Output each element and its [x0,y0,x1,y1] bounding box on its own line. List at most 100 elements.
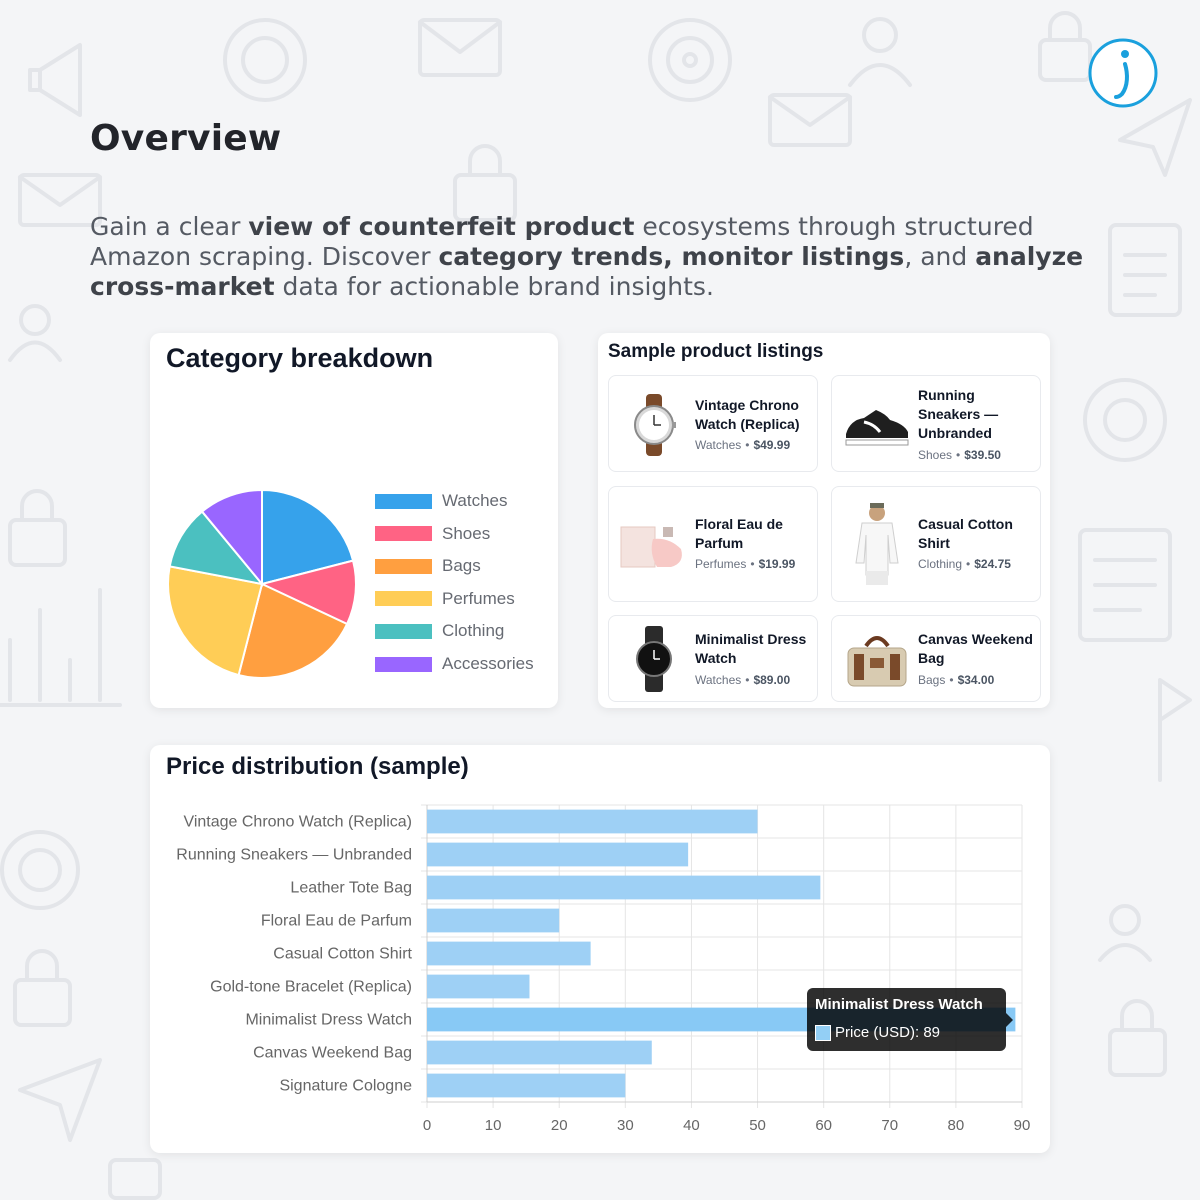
legend-swatch [375,591,432,607]
product-name: Minimalist Dress Watch [695,631,807,666]
bar-chart: 0 10 20 30 40 50 60 70 80 90 Vintage Chrono Watch … [176,804,1031,1134]
y-tick-label: Running Sneakers — Unbranded [176,847,412,864]
product-meta: Watches • $49.99 [695,438,791,452]
sneaker-icon [845,410,909,446]
bar[interactable] [427,809,758,834]
lock-icon [1108,999,1167,1077]
product-price: $39.50 [964,448,1001,462]
envelope-icon [18,173,102,227]
legend-label: Accessories [442,654,534,673]
legend-item[interactable]: Watches [375,491,508,511]
x-tick-label: 70 [881,1117,898,1134]
bar[interactable] [427,974,530,999]
lock-icon [108,1158,162,1200]
lock-icon [8,489,67,567]
product-name: Running Sneakers — Unbranded [918,387,999,441]
x-tick-label: 0 [423,1117,431,1134]
product-name: Floral Eau de Parfum [695,516,783,551]
product-meta: Clothing • $24.75 [918,557,1011,571]
product-card[interactable]: Canvas Weekend Bag Bags • $34.00 [831,615,1041,702]
product-category: Bags [918,673,946,687]
legend-label: Bags [442,556,481,576]
tooltip-title: Minimalist Dress Watch [815,996,983,1013]
perfume-icon [620,526,682,568]
user-icon [848,17,912,87]
legend-swatch [375,656,432,672]
pie-slice-bags[interactable] [237,582,349,679]
legend-item[interactable]: Clothing [375,621,504,641]
intro-text: ecosystems through structured Amazon scr… [90,212,1034,271]
y-tick-label: Gold-tone Bracelet (Replica) [210,979,412,996]
pie-slice-perfumes[interactable] [167,565,264,677]
pie-slice-accessories[interactable] [200,488,263,587]
product-card[interactable]: Casual Cotton Shirt Clothing • $24.75 [831,486,1041,602]
y-tick-label: Signature Cologne [279,1078,412,1095]
intro-text: Gain a clear [90,212,249,241]
bar[interactable] [427,842,689,867]
product-card[interactable]: Minimalist Dress Watch Watches • $89.00 [608,615,818,702]
sample-listings-title: Sample product listings [608,341,824,362]
legend-swatch [375,493,432,509]
legend-item[interactable]: Accessories [375,654,534,674]
price-distribution-title: Price distribution (sample) [166,753,469,780]
product-category: Shoes [918,448,953,462]
price-distribution-card: Price distribution (sample) 0 10 20 30 40 50 6… [150,745,1050,1153]
pie-slice-shoes[interactable] [259,559,357,626]
shirt-icon [855,503,899,585]
legend-item[interactable]: Shoes [375,524,490,544]
intro-highlight: category trends, monitor listings [438,242,905,271]
page-title: Overview [90,118,282,159]
target-icon [648,18,732,102]
target-icon [223,18,307,102]
legend-label: Clothing [442,621,505,641]
bag-icon [847,636,907,687]
bar[interactable] [427,875,821,900]
product-price: $34.00 [957,673,995,687]
megaphone-icon [28,43,82,117]
document-icon [1108,223,1182,317]
x-tick-label: 10 [485,1117,502,1134]
x-tick-label: 40 [683,1117,700,1134]
x-tick-label: 60 [815,1117,832,1134]
product-price: $49.99 [753,438,791,452]
sample-listings-card: Sample product listings Vintage Chrono W… [598,333,1050,708]
chart-tooltip: Minimalist Dress Watch Price (USD): 89 [807,988,1006,1051]
lock-icon [1038,11,1092,82]
product-category: Clothing [918,557,963,571]
x-tick-label: 30 [617,1117,634,1134]
category-breakdown-card: Category breakdown Watches Shoes Bags Perfu… [150,333,558,708]
envelope-icon [768,93,852,147]
pie-slice-clothing[interactable] [168,510,265,586]
target-icon [1083,378,1167,462]
product-meta: Shoes • $39.50 [918,448,1001,462]
user-icon [8,304,62,362]
product-name: Vintage Chrono Watch (Replica) [695,397,800,432]
legend-label: Shoes [442,523,491,543]
legend-item[interactable]: Perfumes [375,589,515,609]
x-tick-label: 90 [1014,1117,1031,1134]
pie-slice-watches[interactable] [261,488,355,586]
bar-chart-icon [0,588,122,707]
bar[interactable] [427,908,560,933]
legend-swatch [375,558,432,574]
bar[interactable] [427,1040,652,1065]
product-card[interactable]: Vintage Chrono Watch (Replica) Watches • $… [608,375,818,472]
product-card[interactable]: Running Sneakers — Unbranded Shoes • $39.5… [831,375,1041,472]
send-icon [1118,98,1192,177]
send-icon [18,1058,102,1142]
y-tick-label: Floral Eau de Parfum [261,913,412,930]
product-category: Perfumes [695,557,747,571]
intro-text: , and [904,242,976,271]
x-tick-label: 50 [749,1117,766,1134]
tooltip-value: Price (USD): 89 [835,1024,941,1041]
x-tick-label: 80 [948,1117,965,1134]
legend-item[interactable]: Bags [375,556,481,576]
envelope-icon [418,18,502,77]
lock-icon [13,949,72,1027]
bar[interactable] [427,941,591,966]
bar[interactable] [427,1073,626,1098]
product-meta: Perfumes • $19.99 [695,557,796,571]
product-card[interactable]: Floral Eau de Parfum Perfumes • $19.99 [608,486,818,602]
product-price: $89.00 [753,673,791,687]
